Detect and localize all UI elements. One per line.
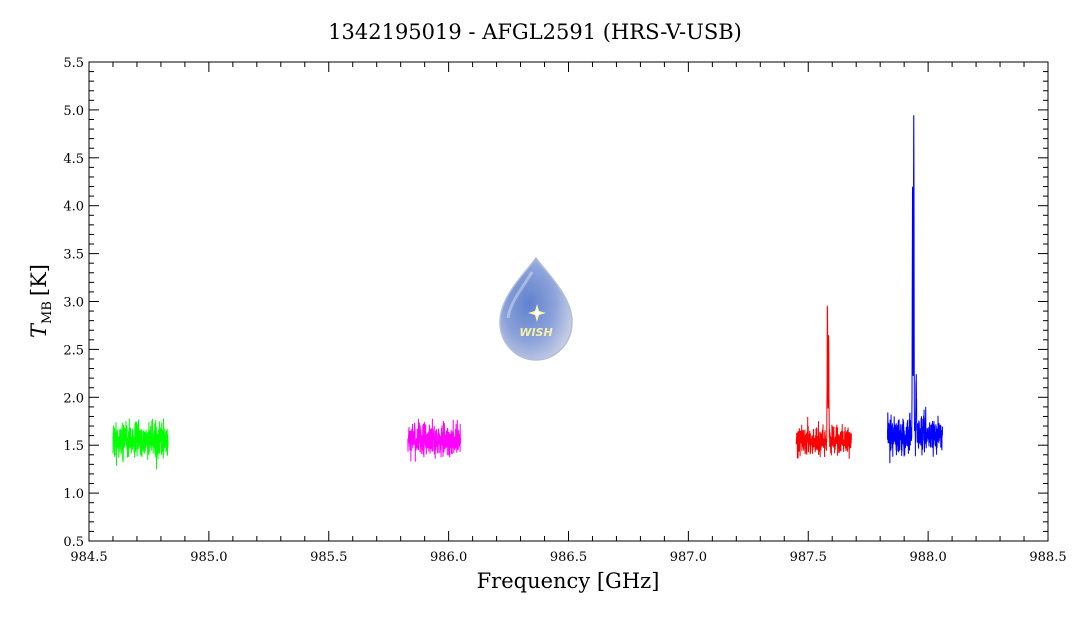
x-tick-label: 986.5 bbox=[550, 550, 587, 565]
chart-title: 1342195019 - AFGL2591 (HRS-V-USB) bbox=[328, 20, 742, 44]
star-icon bbox=[528, 304, 546, 322]
y-tick-label: 5.5 bbox=[63, 56, 84, 71]
spectrum-series-2 bbox=[407, 418, 462, 462]
y-tick-label: 1.5 bbox=[63, 439, 84, 454]
plot-frame bbox=[88, 61, 1049, 542]
x-tick-labels: 984.5 985.0 985.5 986.0 986.5 987.0 987.5 988.0… bbox=[70, 550, 1066, 565]
y-tick-labels: 0.5 1.0 1.5 2.0 2.5 3.0 3.5 4.0 4.5 5.0 5.5 bbox=[63, 56, 84, 550]
x-tick-label: 987.0 bbox=[670, 550, 707, 565]
x-tick-label: 988.5 bbox=[1029, 550, 1066, 565]
y-tick-label: 1.0 bbox=[63, 487, 84, 502]
y-tick-label: 2.5 bbox=[63, 343, 84, 358]
y-tick-label: 2.0 bbox=[63, 391, 84, 406]
x-tick-label: 987.5 bbox=[790, 550, 827, 565]
spectrum-series-3 bbox=[795, 305, 852, 459]
series-layer bbox=[112, 115, 943, 470]
logo-text: WISH bbox=[519, 326, 552, 339]
ticks-layer bbox=[88, 61, 1049, 542]
y-tick-label: 0.5 bbox=[63, 535, 84, 550]
x-tick-label: 986.0 bbox=[430, 550, 467, 565]
y-tick-label: 3.5 bbox=[63, 248, 84, 263]
x-tick-label: 984.5 bbox=[70, 550, 107, 565]
y-tick-label: 3.0 bbox=[63, 296, 84, 311]
y-axis-label: TMB [K] bbox=[27, 264, 55, 338]
y-tick-label: 5.0 bbox=[63, 104, 84, 119]
y-tick-label: 4.0 bbox=[63, 200, 84, 215]
y-axis-label-unit: [K] bbox=[27, 264, 51, 296]
x-axis-label: Frequency [GHz] bbox=[477, 569, 660, 593]
y-axis-label-sub: MB bbox=[40, 301, 55, 324]
spectrum-series-4 bbox=[886, 115, 943, 464]
spectrum-series-1 bbox=[112, 418, 169, 470]
x-tick-label: 985.5 bbox=[310, 550, 347, 565]
x-tick-label: 988.0 bbox=[910, 550, 947, 565]
wish-logo: WISH bbox=[499, 256, 573, 361]
y-axis-label-main: T bbox=[27, 322, 51, 338]
y-tick-label: 4.5 bbox=[63, 152, 84, 167]
x-tick-label: 985.0 bbox=[190, 550, 227, 565]
